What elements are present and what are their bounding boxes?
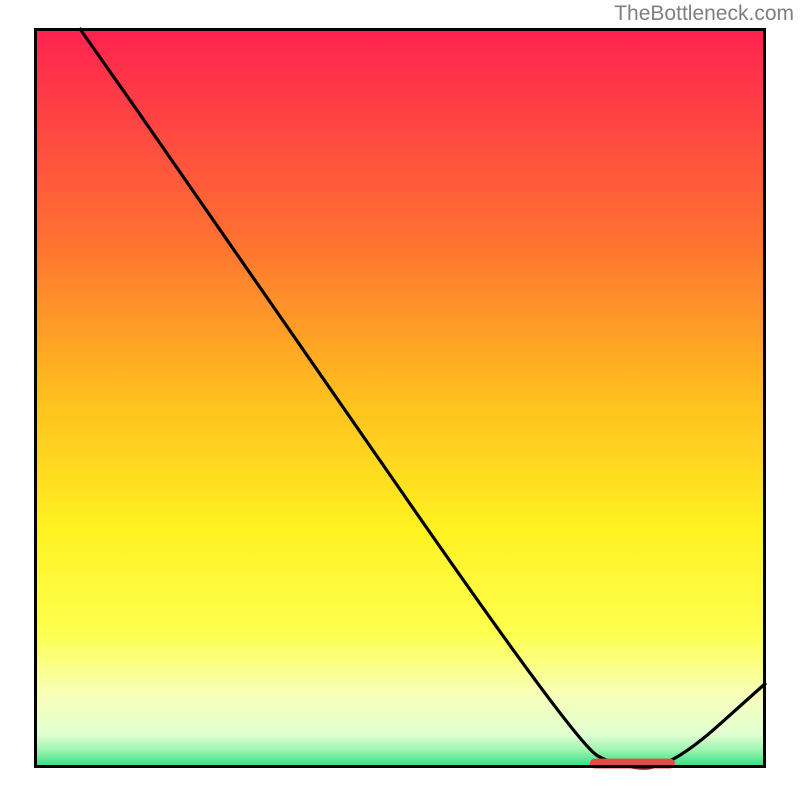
watermark-text: TheBottleneck.com <box>614 2 794 26</box>
bottleneck-chart <box>34 28 766 768</box>
chart-marker-bar <box>590 759 674 768</box>
chart-overlay-svg <box>34 28 766 768</box>
chart-line <box>79 28 766 768</box>
